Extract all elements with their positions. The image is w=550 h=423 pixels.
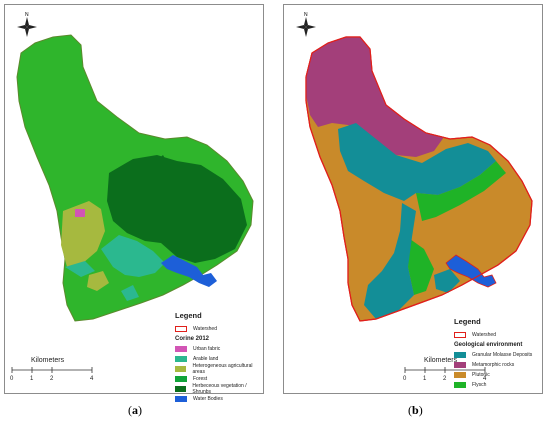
legend-item: Flysch bbox=[454, 380, 532, 390]
legend-item: Arable land bbox=[175, 354, 263, 364]
legend-subtitle: Corine 2012 bbox=[175, 336, 210, 342]
urban-region bbox=[75, 209, 85, 217]
legend-label: Urban fabric bbox=[193, 346, 221, 352]
legend-swatch bbox=[175, 326, 187, 332]
arable-region bbox=[121, 285, 139, 301]
scale-title: Kilometers bbox=[31, 357, 65, 364]
scale-tick: 0 bbox=[403, 376, 407, 382]
caption-letter: a bbox=[132, 403, 138, 417]
scale-tick: 2 bbox=[50, 376, 54, 382]
legend: Legend Watershed Geological environment … bbox=[454, 317, 532, 390]
legend-title: Legend bbox=[175, 311, 202, 320]
legend-item: Forest bbox=[175, 374, 263, 384]
legend-swatch bbox=[175, 396, 187, 402]
legend-label: Watershed bbox=[193, 326, 217, 332]
scale-tick: 4 bbox=[90, 376, 94, 382]
water-body bbox=[445, 254, 497, 288]
legend: Legend Watershed Corine 2012 Urban fabri… bbox=[175, 311, 263, 404]
flysch-region bbox=[416, 161, 506, 221]
watershed-boundary bbox=[305, 36, 533, 322]
legend-label: Granular Molasse Deposits bbox=[472, 352, 533, 358]
herbaceous-region bbox=[107, 155, 247, 263]
scale-title: Kilometers bbox=[424, 357, 458, 364]
legend-swatch bbox=[175, 366, 187, 372]
legend-swatch bbox=[175, 386, 187, 392]
legend-swatch bbox=[175, 356, 187, 362]
scale-tick: 1 bbox=[423, 376, 427, 382]
legend-title: Legend bbox=[454, 317, 481, 326]
agri-region bbox=[87, 271, 109, 291]
legend-label: Arable land bbox=[193, 356, 219, 362]
arable-region bbox=[101, 235, 165, 277]
caption-a: (a) bbox=[128, 403, 142, 417]
agri-region bbox=[61, 201, 105, 267]
scale-line bbox=[404, 367, 486, 373]
caption-letter: b bbox=[412, 403, 419, 417]
legend-item: Water Bodies bbox=[175, 394, 263, 404]
caption-b: (b) bbox=[408, 403, 423, 417]
scale-tick: 2 bbox=[443, 376, 447, 382]
scale-line bbox=[11, 367, 93, 373]
legend-item: Herbeceous vegetation / Shrunbs bbox=[175, 383, 263, 395]
molasse-region bbox=[364, 203, 416, 319]
legend-swatch bbox=[454, 372, 466, 378]
north-arrow-icon bbox=[17, 17, 37, 37]
north-arrow-icon bbox=[296, 17, 316, 37]
water-body bbox=[161, 255, 217, 287]
legend-label: Heterogeneous agricultural areas bbox=[192, 363, 253, 375]
legend-swatch bbox=[454, 332, 466, 338]
legend-label: Metamorphic rocks bbox=[472, 362, 515, 368]
legend-label: Watershed bbox=[472, 332, 496, 338]
molasse-region bbox=[434, 269, 460, 293]
map-panel-a: N Legend Watershed Corine 2012 Urban fab… bbox=[4, 4, 264, 402]
herbaceous-region bbox=[147, 155, 171, 181]
legend-item: Plutonic bbox=[454, 370, 532, 380]
legend-swatch bbox=[454, 362, 466, 368]
legend-swatch bbox=[454, 382, 466, 388]
arable-region bbox=[65, 261, 95, 277]
scale-tick: 4 bbox=[483, 376, 487, 382]
legend-swatch bbox=[454, 352, 466, 358]
legend-swatch bbox=[175, 346, 187, 352]
legend-item-watershed: Watershed bbox=[454, 330, 532, 340]
legend-label: Forest bbox=[193, 376, 208, 382]
scale-tick: 1 bbox=[30, 376, 34, 382]
legend-item: Urban fabric bbox=[175, 344, 263, 354]
legend-items: Granular Molasse Deposits Metamorphic roc… bbox=[454, 350, 532, 390]
legend-label: Flysch bbox=[472, 382, 487, 388]
legend-label: Herbeceous vegetation / Shrunbs bbox=[192, 383, 247, 395]
north-label: N bbox=[304, 12, 308, 18]
land-cover-map: N bbox=[16, 12, 254, 322]
north-label: N bbox=[25, 12, 29, 18]
map-panel-b: N Legend Watershed Geological environmen… bbox=[283, 4, 543, 394]
geology-map: N bbox=[296, 12, 533, 322]
legend-label: Water Bodies bbox=[193, 396, 223, 402]
legend-label: Plutonic bbox=[472, 372, 490, 378]
legend-swatch bbox=[175, 376, 187, 382]
legend-items: Urban fabric Arable land Heterogeneous agr… bbox=[175, 344, 263, 404]
legend-item: Heterogeneous agricultural areas bbox=[175, 363, 263, 375]
molasse-region bbox=[338, 123, 496, 201]
metamorphic-region bbox=[306, 37, 444, 157]
flysch-region bbox=[408, 239, 434, 295]
scale-tick: 0 bbox=[10, 376, 14, 382]
legend-item: Granular Molasse Deposits bbox=[454, 350, 532, 360]
legend-item: Metamorphic rocks bbox=[454, 360, 532, 370]
legend-subtitle: Geological environment bbox=[454, 342, 523, 348]
legend-item-watershed: Watershed bbox=[175, 324, 263, 334]
